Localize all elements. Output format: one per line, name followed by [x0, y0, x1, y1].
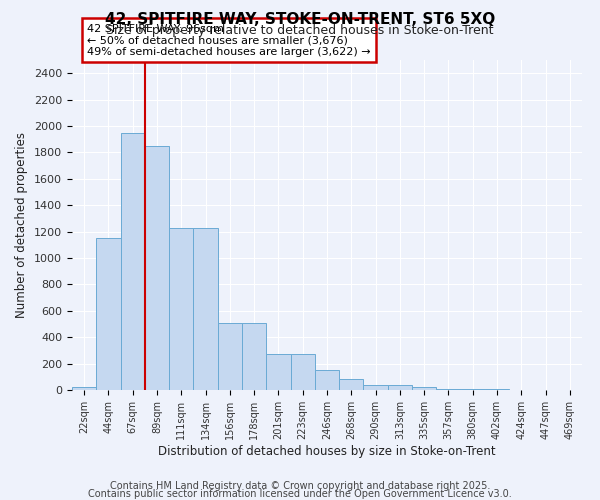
Bar [242, 322, 266, 390]
Bar [388, 384, 412, 390]
Bar [339, 379, 364, 390]
X-axis label: Distribution of detached houses by size in Stoke-on-Trent: Distribution of detached houses by size … [158, 444, 496, 458]
Bar [364, 384, 388, 390]
Bar [72, 388, 96, 390]
Bar [436, 388, 461, 390]
Text: Contains HM Land Registry data © Crown copyright and database right 2025.: Contains HM Land Registry data © Crown c… [110, 481, 490, 491]
Bar [121, 132, 145, 390]
Text: 42 SPITFIRE WAY: 96sqm
← 50% of detached houses are smaller (3,676)
49% of semi-: 42 SPITFIRE WAY: 96sqm ← 50% of detached… [88, 24, 371, 56]
Text: Size of property relative to detached houses in Stoke-on-Trent: Size of property relative to detached ho… [106, 24, 494, 37]
Bar [290, 354, 315, 390]
Bar [96, 238, 121, 390]
Bar [412, 386, 436, 390]
Bar [193, 228, 218, 390]
Bar [218, 322, 242, 390]
Bar [266, 354, 290, 390]
Bar [315, 370, 339, 390]
Text: 42, SPITFIRE WAY, STOKE-ON-TRENT, ST6 5XQ: 42, SPITFIRE WAY, STOKE-ON-TRENT, ST6 5X… [105, 12, 495, 28]
Y-axis label: Number of detached properties: Number of detached properties [16, 132, 28, 318]
Bar [169, 228, 193, 390]
Bar [145, 146, 169, 390]
Text: Contains public sector information licensed under the Open Government Licence v3: Contains public sector information licen… [88, 489, 512, 499]
